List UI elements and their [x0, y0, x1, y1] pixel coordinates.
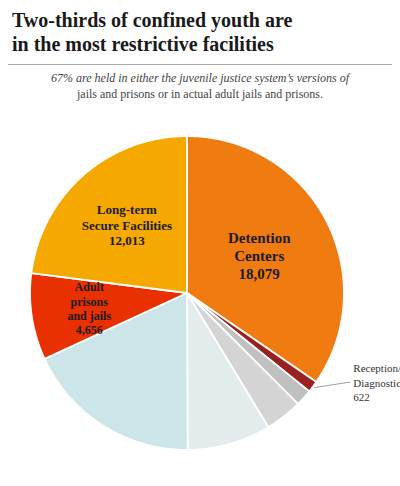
svg-text:Long-termSecure Facilities12,0: Long-termSecure Facilities12,013 — [82, 202, 172, 248]
html-text:Two-thirds of confined youth a: Two-thirds of confined youth are in the … — [12, 9, 293, 55]
svg-text:Adultprisonsand jails4,656: Adultprisonsand jails4,656 — [67, 280, 111, 337]
html-text:jails and prisons or in actual: jails and prisons or in actual adult jai… — [77, 86, 323, 101]
svg-text:Reception/Diagnostic622: Reception/Diagnostic622 — [353, 362, 400, 403]
html-text:67% are held in either the juv: 67% are held in either the juvenile just… — [51, 71, 349, 85]
svg-text:DetentionCenters18,079: DetentionCenters18,079 — [228, 230, 291, 282]
